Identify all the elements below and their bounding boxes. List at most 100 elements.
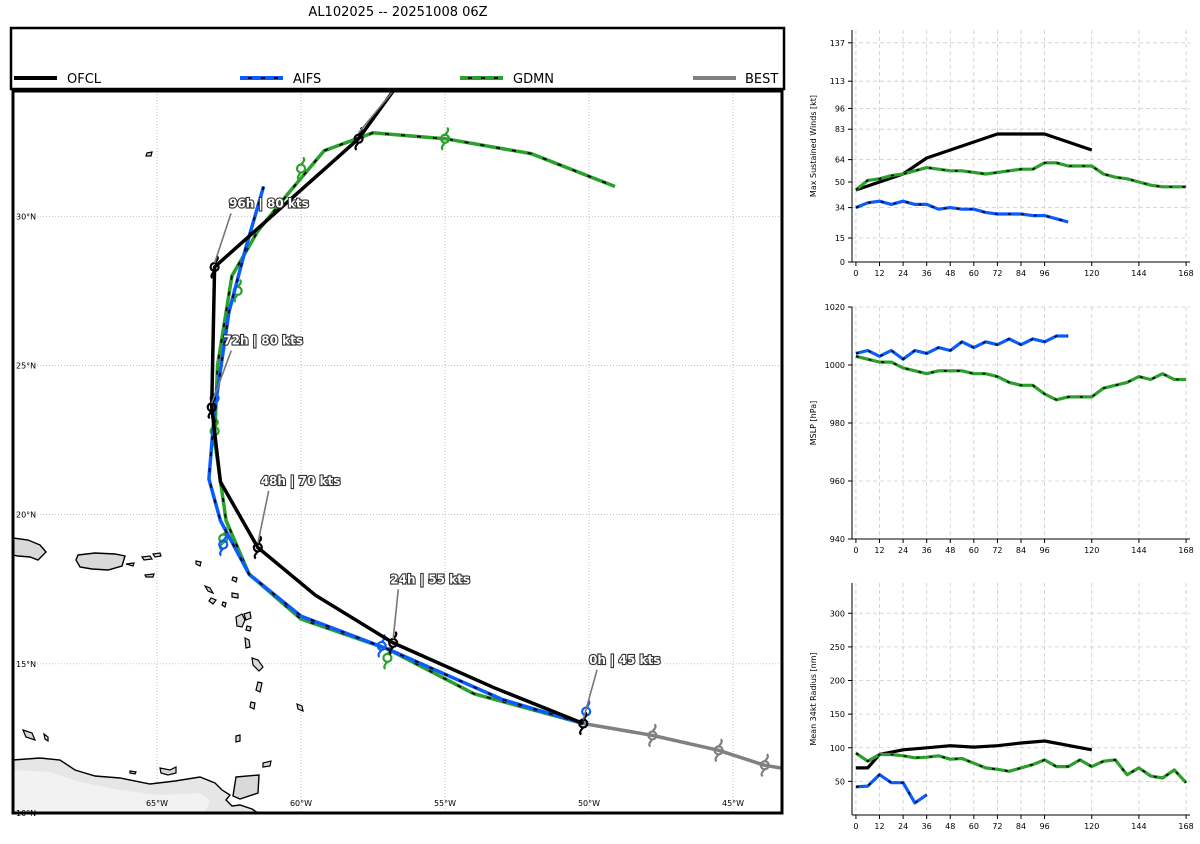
island-17 — [159, 766, 177, 776]
island-14 — [21, 729, 37, 741]
dominica-land — [244, 636, 251, 649]
gdmn-symbol-3-arms — [233, 278, 242, 303]
island-4 — [144, 573, 155, 578]
panel-1-xtick-label-10: 144 — [1131, 546, 1146, 555]
track-map: 0h | 45 kts 24h | 55 kts 48h | 70 kts 72h |… — [11, 89, 784, 818]
aifs-symbol-2-ring — [218, 539, 229, 550]
aifs-symbol-2 — [218, 532, 229, 557]
panel-0-ytick-label-0: 0 — [840, 258, 845, 267]
panel-0-xtick-label-2: 24 — [898, 269, 908, 278]
gdmn-symbol-4-ring — [295, 163, 307, 174]
ofcl-symbol-5 — [353, 126, 364, 151]
map-gridlines — [13, 91, 782, 813]
gdmn-symbol-0-ring — [382, 652, 393, 663]
panel-0-xtick-label-7: 84 — [1016, 269, 1026, 278]
panel-0-xtick-label-11: 168 — [1178, 269, 1193, 278]
panel-0-xtick-label-10: 144 — [1131, 269, 1146, 278]
best-symbol-2 — [759, 753, 770, 778]
gdmn-symbol-4 — [295, 156, 307, 181]
panel-1-ytick-label-4: 1020 — [825, 303, 845, 312]
panel-1-xtick-label-3: 36 — [922, 546, 932, 555]
panel-0-xtick-label-5: 60 — [969, 269, 979, 278]
gdmn-symbol-5 — [439, 126, 451, 151]
panel-1: 0 12 24 36 48 60 72 84 96 120 144 168 940 960 980 1000 1… — [809, 303, 1194, 555]
island-15 — [43, 732, 49, 743]
panel-1-ytick-label-1: 960 — [830, 477, 845, 486]
panel-1-series-aifs-dash — [855, 335, 1069, 361]
south-america-inner — [13, 770, 210, 813]
aifs-symbol-1-ring — [376, 640, 387, 652]
island-9 — [231, 592, 239, 599]
lon-label-2: 55°W — [434, 799, 456, 808]
legend-label-ofcl: OFCL — [67, 72, 102, 87]
panel-2-series-aifs-dash — [855, 773, 928, 805]
panel-0-xtick-label-3: 36 — [922, 269, 932, 278]
panel-0-ytick-label-3: 50 — [835, 178, 845, 187]
panel-2-xtick-label-10: 144 — [1131, 822, 1146, 831]
best-symbol-2-ring — [759, 760, 770, 771]
storm-tracks — [206, 91, 782, 778]
legend-label-gdmn: GDMN — [513, 72, 554, 87]
forecast-annotations: 0h | 45 kts 24h | 55 kts 48h | 70 kts 72h |… — [210, 91, 662, 720]
ofcl-symbol-5-ring — [353, 133, 364, 144]
panel-2-series-aifs — [855, 773, 928, 805]
lon-label-1: 60°W — [290, 799, 312, 808]
panel-1-xtick-label-1: 12 — [874, 546, 884, 555]
map-background — [13, 91, 782, 813]
legend: OFCL AIFS GDMN BEST — [9, 26, 786, 91]
island-5 — [145, 151, 153, 157]
panel-1-xtick-label-5: 60 — [969, 546, 979, 555]
panel-2: 0 12 24 36 48 60 72 84 96 120 144 168 50 100 150 200 250… — [809, 583, 1194, 831]
panel-0-ytick-label-8: 137 — [830, 39, 845, 48]
panel-1-ytick-label-0: 940 — [830, 535, 845, 544]
panel-0-ytick-label-5: 83 — [835, 125, 845, 134]
ofcl-track — [209, 91, 584, 726]
aifs-symbol-2-arms — [219, 532, 228, 557]
panel-1-series-aifs — [855, 334, 1069, 361]
panel-0-series-ofcl-dash — [855, 133, 1092, 191]
annotation-label-0: 0h | 45 kts — [589, 653, 660, 667]
best-symbol-0-ring — [647, 730, 658, 741]
annotation-leader-0 — [582, 669, 598, 720]
panel-1-ytick-label-2: 980 — [830, 419, 845, 428]
guadeloupe-land — [235, 611, 252, 628]
annotation-leader-offmap — [358, 91, 394, 134]
virgin-islands-land — [75, 552, 126, 571]
annotation-leader-3 — [210, 350, 233, 404]
panel-1-xtick-label-0: 0 — [853, 546, 858, 555]
panel-1-ylabel: MSLP [hPa] — [809, 401, 818, 445]
best-symbol-1-arms — [714, 738, 723, 763]
panel-2-xtick-label-2: 24 — [898, 822, 908, 831]
panel-2-xtick-label-7: 84 — [1016, 822, 1026, 831]
panel-2-ytick-label-2: 150 — [830, 710, 845, 719]
annotation-label-3: 72h | 80 kts — [223, 334, 303, 348]
annotation-leader-2 — [257, 490, 270, 544]
aifs-track — [207, 186, 584, 726]
best-symbol-1-ring — [713, 745, 724, 756]
gdmn-symbol-4-arms — [296, 156, 306, 181]
lon-label-0: 65°W — [146, 799, 168, 808]
lat-label-4: 30°N — [16, 212, 36, 221]
island-12 — [245, 625, 252, 632]
island-3 — [125, 562, 135, 567]
best-symbol-1 — [713, 738, 724, 763]
map-frame — [11, 89, 784, 815]
panel-1-series-gdmn-dash — [855, 355, 1187, 401]
lon-label-4: 45°W — [722, 799, 744, 808]
panel-1-xtick-label-4: 48 — [945, 546, 955, 555]
barbados-land — [296, 703, 304, 712]
island-10 — [208, 597, 217, 605]
panel-0-xtick-label-4: 48 — [945, 269, 955, 278]
panel-2-ytick-label-5: 300 — [830, 609, 845, 618]
best-symbol-0-arms — [648, 723, 657, 748]
panel-0-ytick-label-7: 113 — [830, 77, 845, 86]
gdmn-symbol-5-ring — [439, 133, 451, 144]
panel-0: 0 12 24 36 48 60 72 84 96 120 144 168 0 15 34 50 64 83 96 1… — [809, 30, 1194, 278]
best-track — [583, 721, 782, 770]
panel-0-xtick-label-1: 12 — [874, 269, 884, 278]
panel-0-xtick-label-6: 72 — [992, 269, 1002, 278]
panel-1-xtick-label-2: 24 — [898, 546, 908, 555]
panel-1-xtick-label-8: 96 — [1039, 546, 1049, 555]
annotation-leader-1 — [392, 589, 400, 640]
